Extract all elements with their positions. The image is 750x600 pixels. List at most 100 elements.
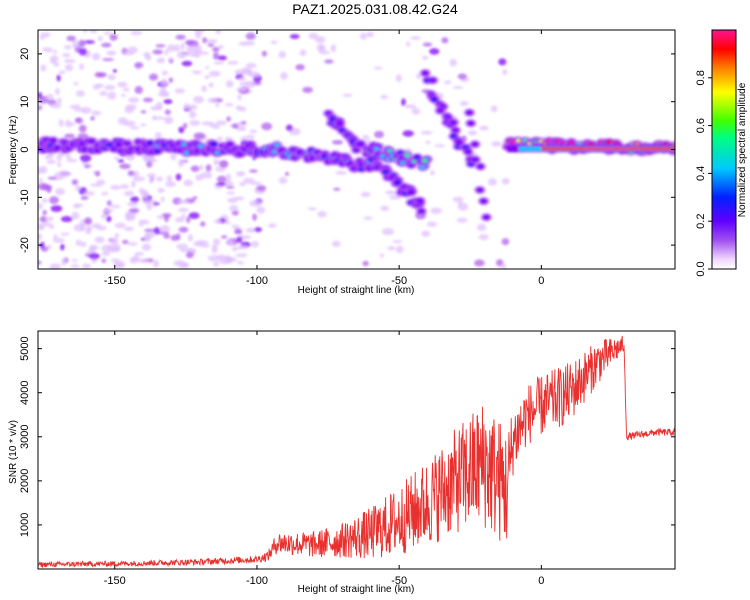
spectrogram-speckle: [421, 230, 431, 237]
spectrogram-speckle: [174, 44, 180, 52]
spectrogram-speckle: [117, 81, 128, 88]
spectrogram-y-tick-label: 0: [19, 146, 31, 152]
spectrogram-speckle: [156, 215, 165, 220]
spectrogram-speckle: [88, 252, 100, 260]
spectrogram-speckle: [175, 233, 181, 241]
spectrogram-y-tick: 10: [19, 96, 675, 108]
spectrogram-x-tick: -150: [104, 30, 126, 287]
spectrogram-speckle: [78, 39, 86, 47]
spectrogram-cell: [449, 119, 458, 126]
spectrogram-cell: [421, 158, 428, 163]
spectrogram-speckle: [211, 246, 218, 254]
spectrogram-speckle: [235, 236, 243, 243]
spectrogram-speckle: [256, 206, 266, 214]
spectrogram-speckle: [243, 177, 255, 185]
spectrogram-speckle: [55, 188, 66, 196]
spectrogram-speckle: [249, 200, 262, 207]
spectrogram-speckle: [233, 196, 245, 201]
colorbar-tick-label: 0.6: [695, 118, 707, 133]
spectrogram-speckle: [163, 116, 174, 124]
spectrogram-speckle: [128, 208, 139, 213]
spectrogram-speckle: [236, 87, 248, 91]
spectrogram-speckle: [410, 36, 421, 40]
spectrogram-speckle: [123, 226, 134, 232]
spectrogram-speckle: [333, 187, 341, 191]
snr-y-tick: 5000: [19, 336, 675, 361]
spectrogram-speckle: [56, 74, 61, 82]
spectrogram-y-axis: -20 -10 0 10 20: [19, 48, 675, 253]
colorbar-tick: 0.6: [695, 118, 712, 133]
spectrogram-speckle: [491, 141, 502, 147]
spectrogram-speckle: [224, 220, 231, 225]
spectrogram-cell: [181, 142, 187, 147]
spectrogram-speckle: [193, 30, 205, 34]
spectrogram-speckle: [186, 45, 198, 52]
spectrogram-speckle: [157, 187, 165, 194]
spectrogram-speckle: [452, 85, 464, 90]
spectrogram-cell: [419, 165, 426, 170]
spectrogram-speckle: [53, 234, 58, 240]
spectrogram-speckle: [57, 97, 62, 105]
spectrogram-speckle: [181, 213, 186, 219]
spectrogram-cell: [211, 142, 217, 147]
spectrogram-speckle: [73, 81, 79, 86]
spectrogram-speckle: [49, 263, 61, 269]
spectrogram-speckle: [318, 50, 331, 55]
spectrogram-speckle: [174, 88, 186, 94]
spectrogram-speckle: [101, 251, 111, 256]
spectrogram-speckle: [217, 45, 224, 49]
spectrogram-speckle: [186, 216, 191, 224]
spectrogram-speckle: [177, 200, 188, 204]
spectrogram-speckle: [65, 119, 72, 128]
spectrogram-y-axis-label: Frequency (Hz): [8, 116, 19, 185]
spectrogram-speckle: [380, 205, 390, 212]
spectrogram-speckle: [457, 201, 464, 205]
spectrogram-speckle: [125, 104, 137, 110]
spectrogram-speckle: [134, 85, 143, 94]
spectrogram-speckle: [245, 80, 255, 89]
spectrogram-speckle: [40, 166, 48, 174]
spectrogram-speckle: [107, 74, 116, 81]
spectrogram-speckle: [192, 54, 201, 58]
spectrogram-speckle: [161, 91, 169, 97]
spectrogram-speckle: [70, 104, 75, 109]
spectrogram-speckle: [178, 226, 189, 233]
spectrogram-speckle: [207, 97, 218, 104]
snr-y-tick: 2000: [19, 469, 675, 493]
spectrogram-speckle: [317, 210, 327, 218]
spectrogram-speckle: [289, 34, 300, 39]
spectrogram-speckle: [180, 42, 185, 51]
spectrogram-speckle: [299, 49, 307, 57]
spectrogram-speckle: [101, 244, 113, 253]
spectrogram-speckle: [204, 75, 210, 79]
spectrogram-speckle: [101, 42, 112, 48]
spectrogram-speckle: [193, 132, 206, 140]
snr-x-tick: -150: [104, 331, 126, 587]
spectrogram-speckle: [307, 207, 317, 211]
snr-frame: [37, 330, 676, 570]
spectrogram-speckle: [73, 104, 81, 112]
spectrogram-speckle: [449, 58, 458, 67]
spectrogram-speckle: [268, 223, 277, 228]
spectrogram-cell: [421, 70, 430, 77]
spectrogram-speckle: [181, 60, 193, 67]
spectrogram-speckle: [215, 182, 227, 187]
spectrogram-speckle: [50, 205, 63, 212]
spectrogram-x-tick: 0: [538, 30, 544, 287]
spectrogram-speckle: [140, 123, 147, 127]
spectrogram-speckle: [441, 37, 449, 44]
spectrogram-speckle: [373, 130, 385, 139]
spectrogram-speckle: [113, 156, 120, 161]
spectrogram-heatmap: [38, 30, 675, 269]
spectrogram-speckle: [42, 221, 51, 227]
spectrogram-speckle: [473, 259, 485, 267]
spectrogram-speckle: [80, 195, 89, 200]
spectrogram-speckle: [173, 260, 186, 267]
spectrogram-cell: [49, 137, 58, 144]
spectrogram-speckle: [148, 176, 154, 184]
spectrogram-speckle: [103, 31, 112, 36]
spectrogram-speckle: [117, 159, 125, 163]
spectrogram-speckle: [39, 241, 45, 249]
spectrogram-speckle: [245, 32, 256, 40]
spectrogram-speckle: [38, 233, 43, 241]
